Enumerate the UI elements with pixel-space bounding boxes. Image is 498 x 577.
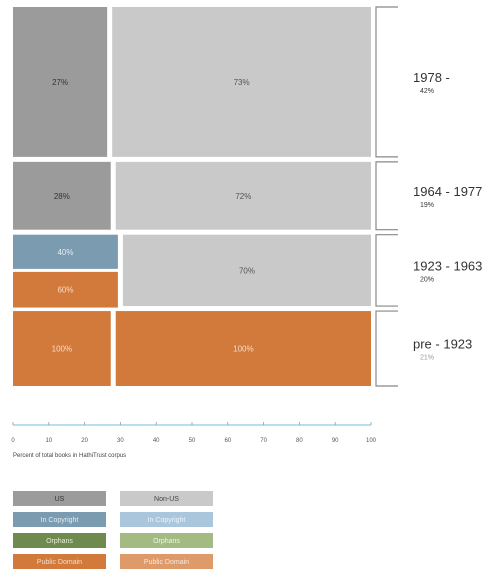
legend-label-non-us-non-us: Non-US <box>154 496 179 503</box>
tile-label-1923-1963-non-us: 70% <box>239 266 255 275</box>
legend-swatch-non-us-orphans <box>120 533 213 548</box>
tile-1923-1963-us-in-copyright <box>13 234 118 269</box>
legend-swatch-non-us-non-us <box>120 491 213 506</box>
period-label-1978: 1978 - <box>413 70 450 85</box>
period-share-1964-1977: 19% <box>420 202 434 209</box>
tile-1978-us <box>13 7 108 157</box>
period-share-pre-1923: 21% <box>420 355 434 362</box>
legend-label-us-orphans: Orphans <box>46 538 73 545</box>
x-axis-title: Percent of total books in HathiTrust cor… <box>13 453 126 459</box>
bracket-1978 <box>375 6 398 158</box>
tile-label-1923-1963-us-0: 40% <box>57 248 73 257</box>
bracket-1964-1977 <box>375 161 398 231</box>
legend-label-non-us-orphans: Orphans <box>153 538 180 545</box>
x-tick-label-70: 70 <box>260 438 267 444</box>
period-label-pre-1923: pre - 1923 <box>413 337 472 352</box>
legend-swatch-non-us-in-copyright <box>120 512 213 527</box>
tile-label-pre-1923-us: 100% <box>52 345 72 354</box>
tile-label-1978-non-us: 73% <box>234 78 250 87</box>
tile-pre-1923-us <box>13 311 111 386</box>
x-tick-label-30: 30 <box>117 438 124 444</box>
tile-label-1964-1977-non-us: 72% <box>235 192 251 201</box>
x-tick-label-10: 10 <box>45 438 52 444</box>
x-tick-label-0: 0 <box>11 438 15 444</box>
x-tick-label-90: 90 <box>332 438 339 444</box>
bracket-1923-1963 <box>375 234 398 307</box>
legend-label-non-us-in-copyright: In Copyright <box>148 517 186 524</box>
x-tick-label-40: 40 <box>153 438 160 444</box>
period-label-1923-1963: 1923 - 1963 <box>413 258 482 273</box>
tile-label-1964-1977-us: 28% <box>54 192 70 201</box>
x-tick-label-80: 80 <box>296 438 303 444</box>
tile-label-1923-1963-us-1: 60% <box>57 286 73 295</box>
legend-label-non-us-public-domain: Public Domain <box>144 559 189 566</box>
period-share-1978: 42% <box>420 88 434 95</box>
legend-swatch-non-us-public-domain <box>120 554 213 569</box>
legend-label-us-public-domain: Public Domain <box>37 559 82 566</box>
period-label-1964-1977: 1964 - 1977 <box>413 184 482 199</box>
tile-1964-1977-non-us <box>115 161 372 230</box>
legend-label-us-us: US <box>55 496 65 503</box>
x-tick-label-100: 100 <box>366 438 377 444</box>
tile-1978-non-us <box>112 7 371 157</box>
bracket-pre-1923 <box>375 310 398 387</box>
tile-label-1978-us: 27% <box>52 78 68 87</box>
tile-label-pre-1923-non-us: 100% <box>233 345 253 354</box>
legend-swatch-us-public-domain <box>13 554 106 569</box>
period-share-1923-1963: 20% <box>420 276 434 283</box>
tile-pre-1923-non-us <box>115 311 372 386</box>
tile-1923-1963-us-public-domain <box>13 271 118 308</box>
tile-1964-1977-us <box>13 161 111 230</box>
legend-swatch-us-orphans <box>13 533 106 548</box>
legend-swatch-us-us <box>13 491 106 506</box>
x-tick-label-60: 60 <box>224 438 231 444</box>
x-tick-label-20: 20 <box>81 438 88 444</box>
legend-swatch-us-in-copyright <box>13 512 106 527</box>
x-tick-label-50: 50 <box>189 438 196 444</box>
legend-label-us-in-copyright: In Copyright <box>41 517 79 524</box>
tile-1923-1963-non-us <box>122 234 372 307</box>
